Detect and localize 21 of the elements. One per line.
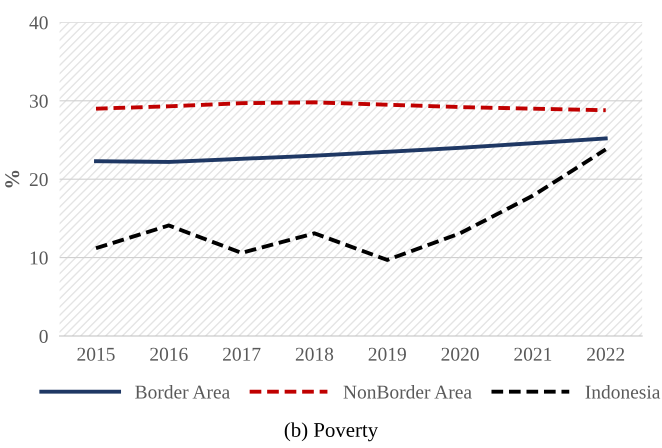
x-tick-label: 2020 xyxy=(442,348,479,361)
x-tick-label: 2018 xyxy=(296,348,334,361)
line-series xyxy=(94,147,608,262)
y-tick-label: 40 xyxy=(29,16,48,30)
y-tick-label: 30 xyxy=(30,94,48,108)
legend-label: NonBorder Area xyxy=(344,384,472,399)
y-tick-label: 20 xyxy=(30,173,48,186)
x-tick-label: 2021 xyxy=(514,348,552,361)
x-tick-label: 2017 xyxy=(223,348,261,361)
line-series xyxy=(94,136,608,164)
line-series xyxy=(94,100,608,112)
y-tick-label: 0 xyxy=(39,330,48,343)
legend-label: Indonesia xyxy=(586,384,660,399)
y-tick-label: 10 xyxy=(30,251,48,265)
x-tick-label: 2016 xyxy=(150,348,188,361)
x-tick-label: 2015 xyxy=(77,348,115,361)
legend-label: Border Area xyxy=(135,384,230,399)
x-tick-label: 2022 xyxy=(587,348,624,361)
y-axis-title: % xyxy=(5,170,20,188)
text: (b) Poverty xyxy=(284,422,378,442)
x-tick-label: 2019 xyxy=(368,348,406,361)
